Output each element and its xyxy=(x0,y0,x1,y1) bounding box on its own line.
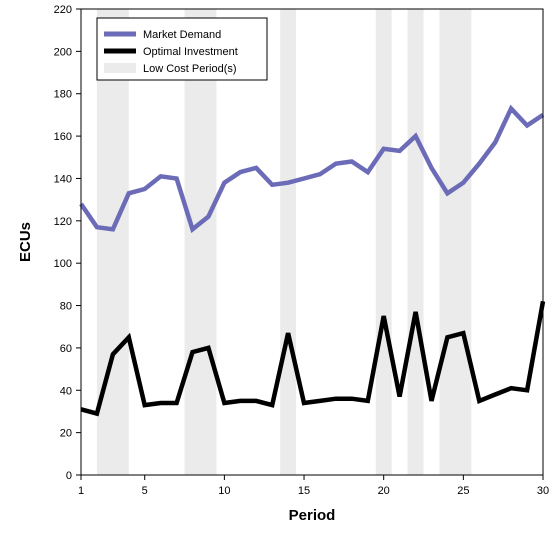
x-axis-title: Period xyxy=(289,507,336,524)
x-tick-label: 25 xyxy=(457,485,469,497)
y-tick-label: 160 xyxy=(54,131,72,143)
series-line-market-demand xyxy=(79,104,545,234)
y-tick-label: 20 xyxy=(60,428,72,440)
plot-area-frame xyxy=(80,8,544,476)
y-tick-label: 220 xyxy=(54,4,72,16)
y-tick-label: 80 xyxy=(60,301,72,313)
legend: Market Demand Optimal Investment Low Cos… xyxy=(96,17,268,81)
x-tick-label: 5 xyxy=(142,485,148,497)
x-tick-label: 20 xyxy=(378,485,390,497)
low-cost-band-2 xyxy=(184,9,217,475)
series-lines-layer xyxy=(79,104,546,417)
y-axis-title: ECUs xyxy=(17,222,34,262)
series-line-optimal-investment xyxy=(80,300,546,417)
y-tick-label: 60 xyxy=(60,343,72,355)
y-tick-label: 120 xyxy=(54,216,72,228)
legend-label-low-cost-periods: Low Cost Period(s) xyxy=(143,63,237,75)
y-tick-label: 40 xyxy=(60,385,72,397)
low-cost-band-3 xyxy=(280,9,297,475)
y-tick-label: 0 xyxy=(66,470,72,482)
legend-label-optimal-investment: Optimal Investment xyxy=(143,46,238,58)
low-cost-shading-layer xyxy=(96,9,472,475)
y-tick-label: 180 xyxy=(54,89,72,101)
x-tick-label: 10 xyxy=(218,485,230,497)
y-axis: 0 20 40 60 80 100 120 140 160 180 200 220 xyxy=(54,4,81,482)
legend-label-market-demand: Market Demand xyxy=(143,29,221,41)
y-tick-label: 140 xyxy=(54,173,72,185)
y-tick-label: 100 xyxy=(54,258,72,270)
x-tick-label: 15 xyxy=(298,485,310,497)
x-tick-label: 30 xyxy=(537,485,549,497)
legend-swatch-low-cost-periods xyxy=(104,63,136,73)
y-tick-label: 200 xyxy=(54,46,72,58)
x-axis: 1 5 10 15 20 25 30 xyxy=(78,475,549,497)
low-cost-band-5 xyxy=(407,9,424,475)
low-cost-band-4 xyxy=(375,9,392,475)
low-cost-band-6 xyxy=(439,9,472,475)
x-tick-label: 1 xyxy=(78,485,84,497)
